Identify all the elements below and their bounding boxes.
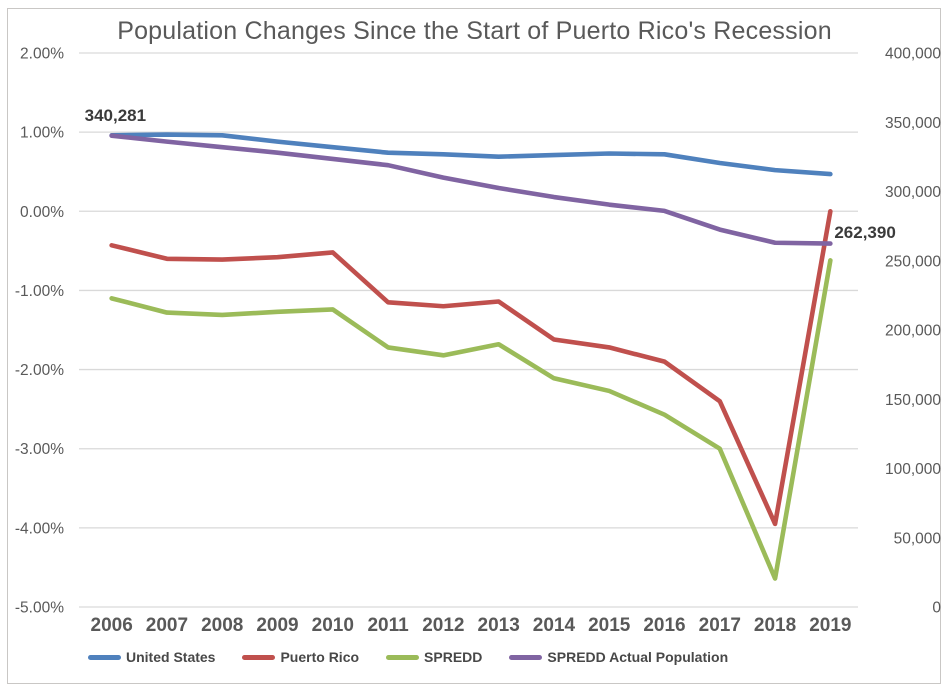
- x-axis-year-label: 2018: [754, 615, 796, 636]
- legend-label: SPREDD Actual Population: [547, 649, 729, 665]
- left-axis-tick-label: 0.00%: [20, 204, 64, 221]
- legend-swatch-united-states: [88, 654, 121, 660]
- legend-item-spredd: SPREDD: [386, 649, 482, 665]
- x-axis-year-label: 2014: [533, 615, 576, 636]
- chart-title: Population Changes Since the Start of Pu…: [117, 17, 832, 45]
- annotation-start-population: 340,281: [84, 105, 147, 125]
- right-axis-tick-label: 400,000: [885, 46, 941, 63]
- left-axis-tick-label: -3.00%: [15, 441, 64, 458]
- x-axis-year-label: 2012: [422, 615, 464, 636]
- x-axis-year-label: 2016: [643, 615, 685, 636]
- left-axis-tick-label: 1.00%: [20, 125, 64, 142]
- legend-label: United States: [126, 649, 216, 665]
- right-axis-tick-label: 50,000: [894, 530, 942, 547]
- x-axis-year-label: 2008: [201, 615, 243, 636]
- legend-item-puerto-rico: Puerto Rico: [242, 649, 359, 665]
- right-axis-tick-label: 150,000: [885, 392, 941, 409]
- legend-swatch-puerto-rico: [242, 654, 276, 660]
- legend: United States Puerto Rico SPREDD SPREDD Act…: [88, 644, 929, 670]
- legend-label: Puerto Rico: [280, 649, 360, 665]
- right-axis-tick-label: 100,000: [885, 461, 941, 478]
- annotation-end-population: 262,390: [834, 222, 896, 242]
- x-axis-year-label: 2019: [809, 615, 851, 636]
- x-axis-year-label: 2013: [478, 615, 520, 636]
- right-axis-tick-label: 0: [932, 600, 941, 617]
- legend-item-spredd-actual-population: SPREDD Actual Population: [509, 649, 728, 665]
- left-axis-tick-label: -5.00%: [15, 600, 64, 617]
- legend-item-united-states: United States: [88, 649, 215, 665]
- x-axis-year-label: 2009: [256, 615, 298, 636]
- x-axis-year-label: 2007: [146, 615, 188, 636]
- series-line-puerto-rico: [109, 208, 833, 527]
- x-axis-year-label: 2017: [699, 615, 741, 636]
- series-line-united-states: [109, 132, 833, 177]
- series-line-spredd: [109, 258, 833, 581]
- left-axis-tick-label: -4.00%: [15, 520, 64, 537]
- x-axis-year-label: 2011: [367, 615, 409, 636]
- left-axis-tick-label: 2.00%: [20, 46, 64, 63]
- left-axis-tick-label: -2.00%: [15, 362, 64, 379]
- right-axis-tick-label: 200,000: [885, 323, 941, 340]
- chart-frame: [7, 8, 941, 684]
- x-axis-year-label: 2006: [91, 615, 133, 636]
- legend-label: SPREDD: [424, 649, 483, 665]
- legend-swatch-spredd: [386, 654, 420, 660]
- x-axis-year-label: 2015: [588, 615, 631, 636]
- right-axis-tick-label: 250,000: [885, 253, 941, 270]
- series-line-spredd-actual-population: [109, 133, 833, 246]
- legend-swatch-spredd-actual-population: [509, 654, 543, 660]
- right-axis-tick-label: 350,000: [885, 115, 941, 132]
- left-axis-tick-label: -1.00%: [15, 283, 64, 300]
- right-axis-tick-label: 300,000: [885, 184, 941, 201]
- x-axis-year-label: 2010: [312, 615, 354, 636]
